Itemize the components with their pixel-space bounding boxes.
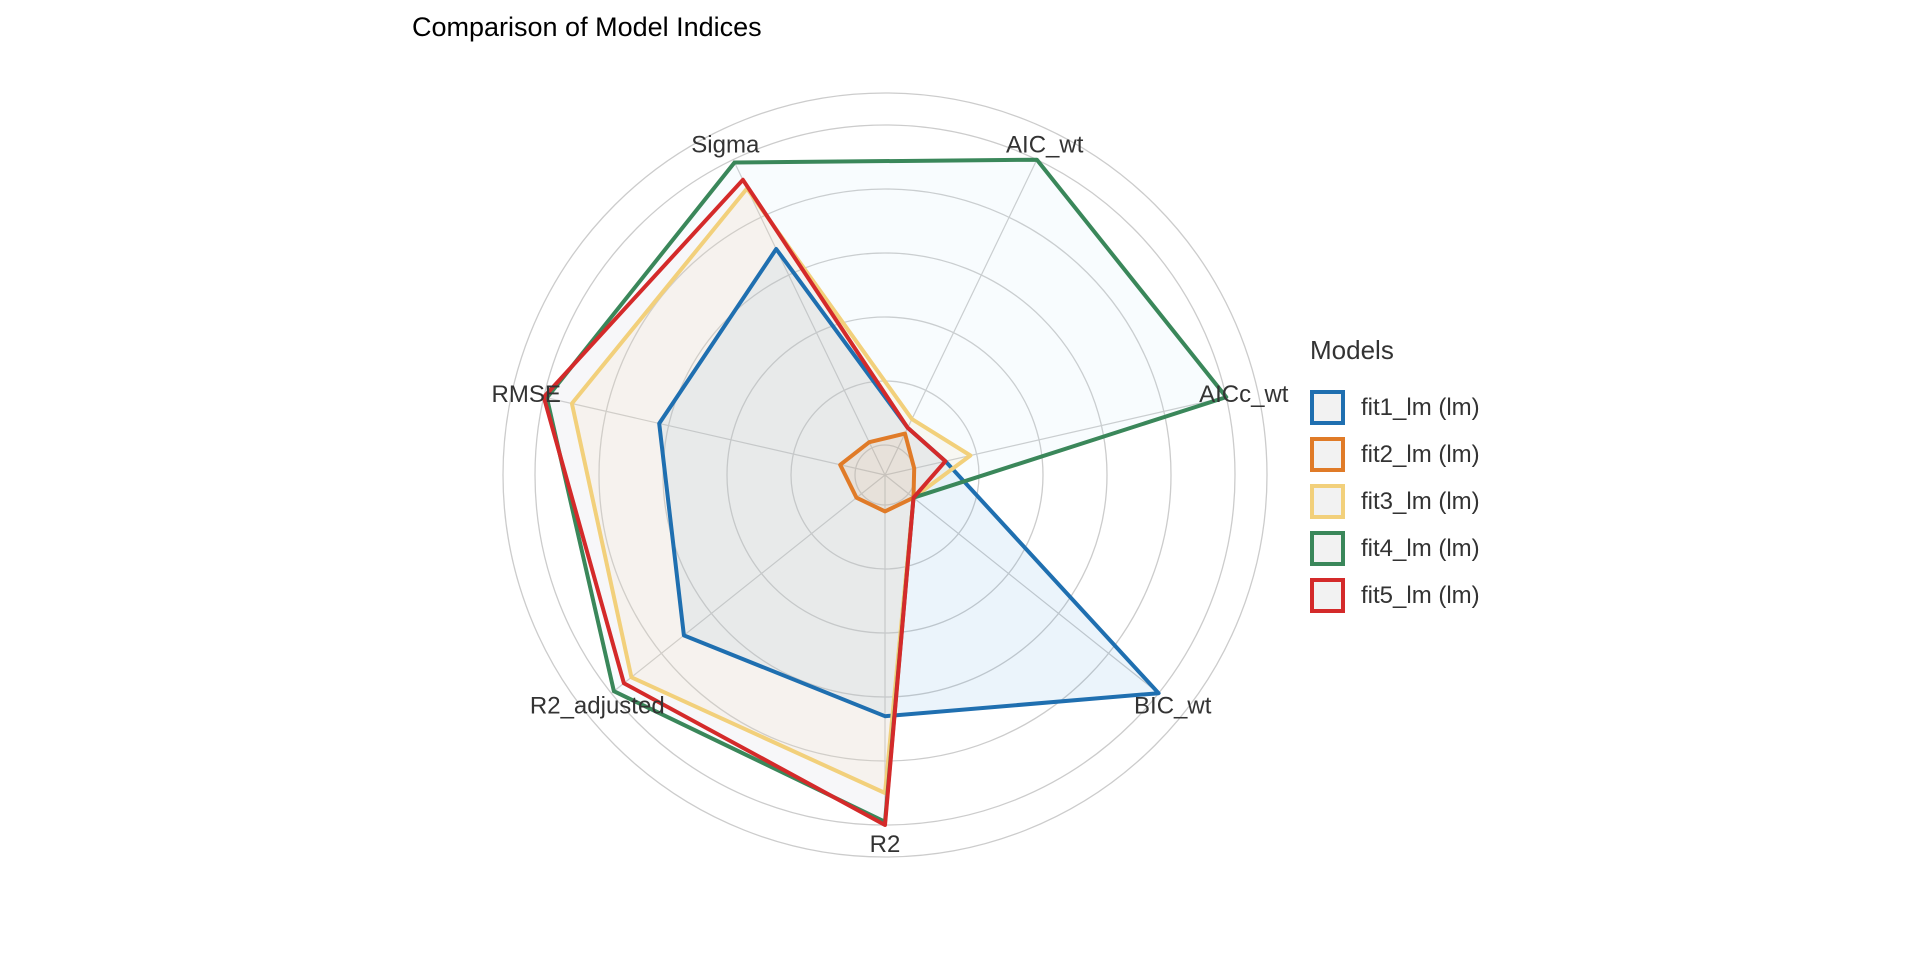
legend-title: Models [1310,335,1394,365]
spoke-rmse [543,396,886,476]
legend-swatch [1310,390,1345,425]
legend-item-4: fit4_lm (lm) [1310,525,1480,572]
legend-label: fit2_lm (lm) [1361,440,1480,468]
chart-title: Comparison of Model Indices [412,12,762,42]
axis-label-aic-wt: AIC_wt [1006,131,1084,158]
legend-swatch [1310,437,1345,472]
axis-label-r2: R2 [870,831,901,858]
series-fill-4 [546,159,1227,822]
series-fill-1 [659,249,1159,717]
axis-labels: Sigma AIC_wt AICc_wt BIC_wt R2 R2_adjusted RMS… [492,131,1289,858]
legend-swatch [1310,484,1345,519]
legend-item-2: fit2_lm (lm) [1310,431,1480,478]
legend-swatch [1310,578,1345,613]
series-fill-2 [840,433,915,512]
series-line-2 [838,431,917,514]
series-fill-3 [571,188,971,793]
series-fills [543,159,1227,826]
axis-label-sigma: Sigma [691,131,760,158]
legend-label: fit4_lm (lm) [1361,534,1480,562]
axis-label-rmse: RMSE [492,381,561,408]
legend-swatch [1310,531,1345,566]
spoke-r2-adjusted [610,474,886,694]
axis-label-bic-wt: BIC_wt [1134,692,1212,719]
spoke-aicc-wt [884,396,1227,476]
axis-label-aicc-wt: AICc_wt [1199,381,1289,408]
legend-label: fit5_lm (lm) [1361,581,1480,609]
legend-label: fit1_lm (lm) [1361,393,1480,421]
legend-item-1: fit1_lm (lm) [1310,384,1480,431]
legend: Models fit1_lm (lm) fit2_lm (lm) fit3_lm (… [1310,335,1480,619]
legend-item-5: fit5_lm (lm) [1310,572,1480,619]
spoke-bic-wt [884,474,1160,694]
spoke-sigma [732,159,886,476]
series-lines [541,157,1229,827]
legend-item-3: fit3_lm (lm) [1310,478,1480,525]
series-line-5 [541,177,948,827]
legend-label: fit3_lm (lm) [1361,487,1480,515]
legend-items: fit1_lm (lm) fit2_lm (lm) fit3_lm (lm) fit4… [1310,384,1480,619]
axis-label-r2-adjusted: R2_adjusted [530,692,665,719]
grid-ring-6 [502,92,1268,858]
spoke-aic-wt [884,159,1038,476]
